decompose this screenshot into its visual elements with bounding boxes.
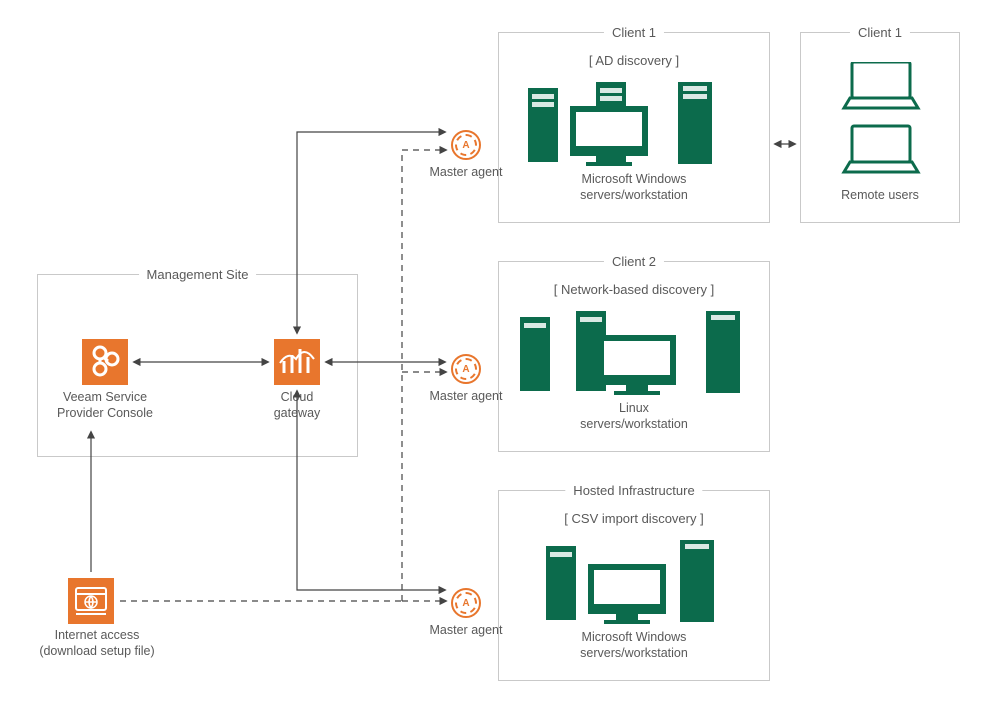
gateway-label: Cloud gateway <box>250 390 344 421</box>
inner-label-network-discovery: [ Network-based discovery ] <box>554 282 714 297</box>
internet-label-line1: Internet access <box>55 628 140 642</box>
servers-client2-label: Linuxservers/workstation <box>554 401 714 432</box>
windows-label: Microsoft Windowsservers/workstation <box>580 172 688 202</box>
master-agent-icon-3: A <box>451 588 481 618</box>
servers-hosted-label: Microsoft Windowsservers/workstation <box>554 630 714 661</box>
vspc-label: Veeam Service Provider Console <box>50 390 160 421</box>
cloud-gateway-icon <box>274 339 320 385</box>
master-agent-icon-2: A <box>451 354 481 384</box>
servers-client1-label: Microsoft Windowsservers/workstation <box>554 172 714 203</box>
box-title-hosted: Hosted Infrastructure <box>565 483 702 498</box>
internet-label: Internet access (download setup file) <box>22 628 172 659</box>
internet-label-line2: (download setup file) <box>39 644 154 658</box>
vspc-icon <box>82 339 128 385</box>
vspc-label-line1: Veeam Service <box>63 390 147 404</box>
gateway-label-line2: gateway <box>274 406 321 420</box>
box-title-client1: Client 1 <box>604 25 664 40</box>
remote-users-label: Remote users <box>820 188 940 204</box>
box-title-client1-remote: Client 1 <box>850 25 910 40</box>
linux-label: Linuxservers/workstation <box>580 401 688 431</box>
box-title-client2: Client 2 <box>604 254 664 269</box>
inner-label-csv-discovery: [ CSV import discovery ] <box>564 511 703 526</box>
master-agent-label-3: Master agent <box>424 623 508 639</box>
windows-label-2: Microsoft Windowsservers/workstation <box>580 630 688 660</box>
agent-letter: A <box>462 140 469 151</box>
box-title-management: Management Site <box>139 267 257 282</box>
agent-letter: A <box>462 364 469 375</box>
agent-letter: A <box>462 598 469 609</box>
internet-icon <box>68 578 114 624</box>
vspc-label-line2: Provider Console <box>57 406 153 420</box>
gateway-label-line1: Cloud <box>281 390 314 404</box>
master-agent-icon-1: A <box>451 130 481 160</box>
master-agent-label-2: Master agent <box>424 389 508 405</box>
inner-label-ad-discovery: [ AD discovery ] <box>589 53 679 68</box>
master-agent-label-1: Master agent <box>424 165 508 181</box>
